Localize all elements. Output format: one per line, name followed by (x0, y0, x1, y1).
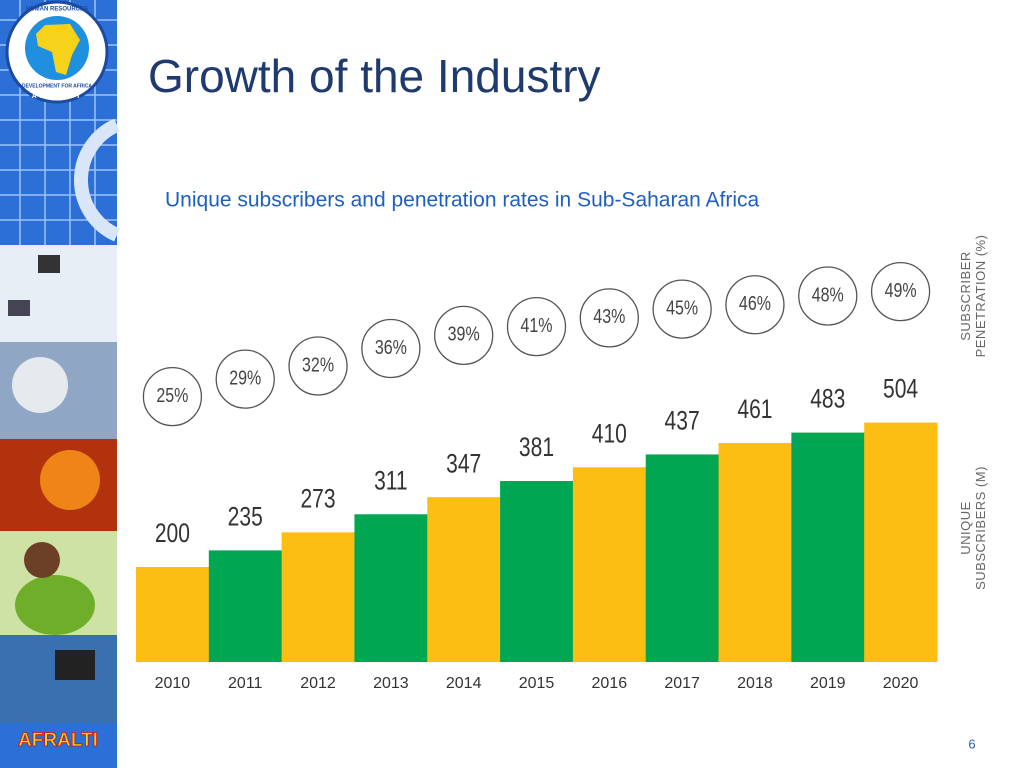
penetration-marker (725, 275, 785, 335)
photo-detail (8, 300, 30, 316)
photo-detail (15, 575, 95, 635)
photo-detail (55, 650, 95, 680)
bar (645, 454, 720, 662)
x-tick-label: 2015 (519, 675, 555, 692)
chart: 200 2010 25% 235 2011 29% 273 2012 32% 311 2013 36%… (136, 235, 988, 692)
penetration-marker (288, 336, 348, 396)
photo-detail (40, 450, 100, 510)
arc-decoration (73, 118, 121, 242)
footer-panel (0, 723, 117, 768)
x-tick-label: 2012 (300, 675, 336, 692)
penetration-marker (652, 279, 712, 339)
page-number: 6 (968, 736, 975, 751)
axis-label-line: PENETRATION (%) (973, 235, 988, 358)
bar-value-label: 200 (155, 519, 190, 549)
penetration-label: 41% (520, 314, 552, 336)
axis-label-line: UNIQUE (958, 501, 973, 555)
bar-value-label: 273 (300, 484, 335, 514)
x-tick-label: 2016 (592, 675, 628, 692)
x-tick-label: 2011 (228, 675, 263, 692)
bar-value-label: 437 (665, 406, 700, 436)
bar-value-label: 347 (446, 449, 481, 479)
penetration-marker (870, 261, 931, 322)
bar-value-label: 461 (737, 395, 772, 425)
penetration-label: 36% (375, 336, 407, 358)
photo-detail (24, 542, 60, 578)
bar (136, 567, 210, 662)
bar (718, 443, 792, 662)
penetration-marker (142, 366, 203, 427)
penetration-marker (215, 349, 275, 409)
penetration-label: 46% (739, 292, 771, 314)
slide-title: Growth of the Industry (148, 50, 601, 102)
penetration-label: 49% (885, 279, 917, 301)
axis-label: UNIQUE SUBSCRIBERS (M) (958, 466, 988, 590)
bar-value-label: 504 (883, 374, 918, 404)
x-tick-label: 2013 (373, 675, 409, 692)
bar (354, 514, 428, 662)
bar (208, 550, 283, 662)
bar-value-label: 410 (592, 419, 627, 449)
photo-detail (38, 255, 60, 273)
chart-subtitle: Unique subscribers and penetration rates… (165, 189, 760, 212)
logo-ring-bottom: DEVELOPMENT FOR AFRICA (22, 83, 92, 89)
penetration-label: 43% (593, 305, 625, 327)
logo-africa (36, 24, 80, 75)
bar-value-label: 311 (374, 466, 408, 496)
bar-value-label: 483 (810, 384, 845, 414)
penetration-label: 25% (156, 384, 188, 406)
x-tick-label: 2019 (810, 675, 846, 692)
penetration-marker (434, 305, 494, 366)
x-tick-label: 2010 (155, 675, 191, 692)
side-strip: HUMAN RESOURCES DEVELOPMENT FOR AFRICA A… (0, 0, 121, 768)
bar (864, 422, 938, 662)
logo-ring-top: HUMAN RESOURCES (26, 7, 88, 13)
penetration-label: 32% (302, 354, 334, 376)
x-tick-label: 2018 (737, 675, 773, 692)
x-tick-label: 2020 (883, 675, 919, 692)
penetration-label: 45% (666, 297, 698, 319)
penetration-marker (506, 296, 567, 357)
bar (281, 532, 355, 662)
penetration-marker (798, 266, 858, 326)
bar (500, 481, 574, 662)
logo-ring-name: AFRALTI (32, 93, 82, 100)
bar (791, 432, 865, 662)
bar (572, 467, 647, 662)
x-tick-label: 2017 (664, 675, 700, 692)
axis-label-line: SUBSCRIBERS (M) (973, 466, 988, 590)
bar-value-label: 235 (228, 502, 263, 532)
axis-label: SUBSCRIBER PENETRATION (%) (958, 235, 988, 358)
footer-logo: AFRALTI (18, 730, 98, 751)
penetration-label: 39% (448, 323, 480, 345)
penetration-label: 29% (229, 367, 261, 389)
penetration-marker (579, 288, 639, 348)
penetration-label: 48% (812, 284, 844, 306)
penetration-marker (361, 318, 421, 379)
bar (427, 497, 501, 662)
photo-detail (12, 357, 68, 413)
bar-value-label: 381 (519, 433, 554, 463)
axis-label-line: SUBSCRIBER (958, 251, 973, 341)
x-tick-label: 2014 (446, 675, 482, 692)
